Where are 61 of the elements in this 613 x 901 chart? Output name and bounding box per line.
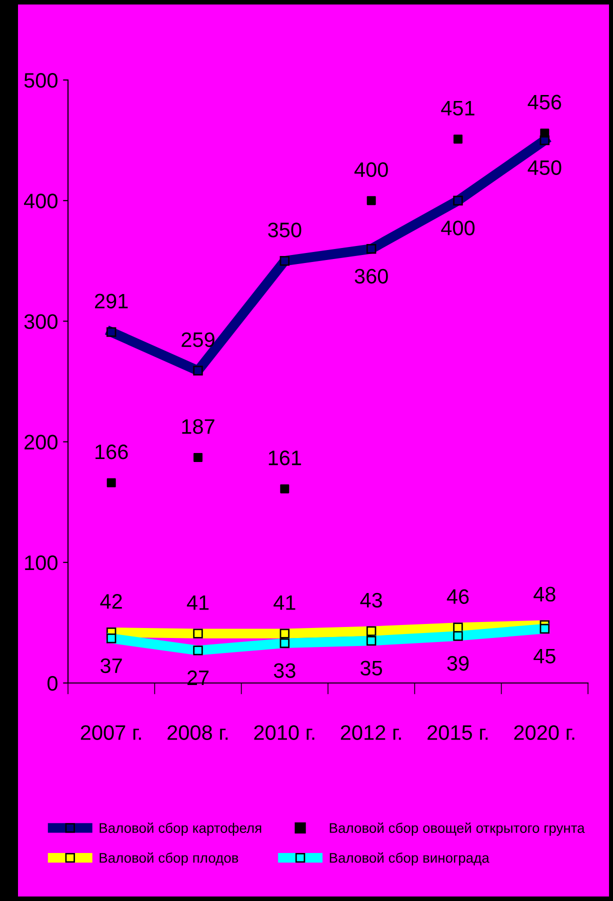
data-label: 42	[100, 594, 122, 609]
point	[280, 484, 290, 494]
point	[366, 626, 376, 636]
data-label: 48	[534, 586, 556, 602]
y-tick-label: 100	[25, 555, 58, 570]
point	[280, 638, 290, 648]
data-label: 456	[528, 94, 562, 110]
y-tick-label: 0	[48, 676, 58, 691]
data-label: 41	[186, 595, 209, 610]
x-tick-label: 2015 г.	[428, 725, 488, 740]
y-tick-label: 500	[24, 73, 58, 88]
y-tick-label: 300	[24, 314, 58, 329]
data-label: 161	[268, 450, 302, 466]
data-label: 259	[182, 332, 214, 348]
data-label: 166	[96, 444, 128, 460]
x-tick-label: 2020 г.	[514, 725, 574, 740]
data-label: 400	[354, 162, 388, 178]
point	[193, 646, 203, 656]
data-label: 39	[447, 656, 469, 671]
data-label: 43	[360, 592, 382, 608]
legend-label: Валовой сбор картофеля	[100, 822, 262, 836]
point	[106, 634, 116, 644]
point	[454, 134, 462, 144]
point	[453, 196, 463, 206]
data-label: 451	[441, 100, 474, 116]
legend-label: Валовой сбор плодов	[100, 852, 238, 866]
point	[540, 128, 550, 138]
x-tick-label: 2012 г.	[340, 725, 401, 740]
data-label: 45	[534, 648, 556, 664]
legend-label: Валовой сбор винограда	[330, 852, 490, 866]
y-tick-label: 400	[24, 194, 58, 208]
point	[453, 622, 463, 632]
point	[193, 366, 203, 376]
point	[366, 636, 376, 646]
y-tick-label: 200	[24, 434, 58, 450]
data-label: 350	[268, 222, 302, 238]
data-label: 35	[360, 660, 382, 676]
data-label: 400	[441, 220, 475, 236]
point	[280, 256, 290, 266]
x-tick-label: 2007 г.	[80, 725, 141, 740]
data-label: 291	[95, 294, 128, 308]
point	[106, 478, 116, 488]
data-label: 46	[446, 589, 469, 604]
point	[193, 628, 203, 638]
x-tick-label: 2008 г.	[168, 725, 228, 740]
x-tick-label: 2010 г.	[254, 725, 314, 740]
data-label: 450	[528, 160, 562, 176]
data-label: 360	[354, 268, 388, 284]
point	[453, 631, 463, 641]
point	[194, 452, 202, 462]
data-label: 187	[182, 419, 214, 434]
point	[366, 196, 376, 206]
legend-label: Валовой сбор овощей открытого грунта	[330, 822, 585, 836]
data-label: 27	[187, 670, 209, 685]
point	[106, 327, 116, 337]
point	[366, 244, 376, 254]
data-label: 41	[274, 595, 296, 610]
data-label: 37	[100, 658, 122, 674]
point	[280, 628, 290, 638]
data-label: 33	[274, 663, 296, 678]
point	[540, 624, 550, 634]
